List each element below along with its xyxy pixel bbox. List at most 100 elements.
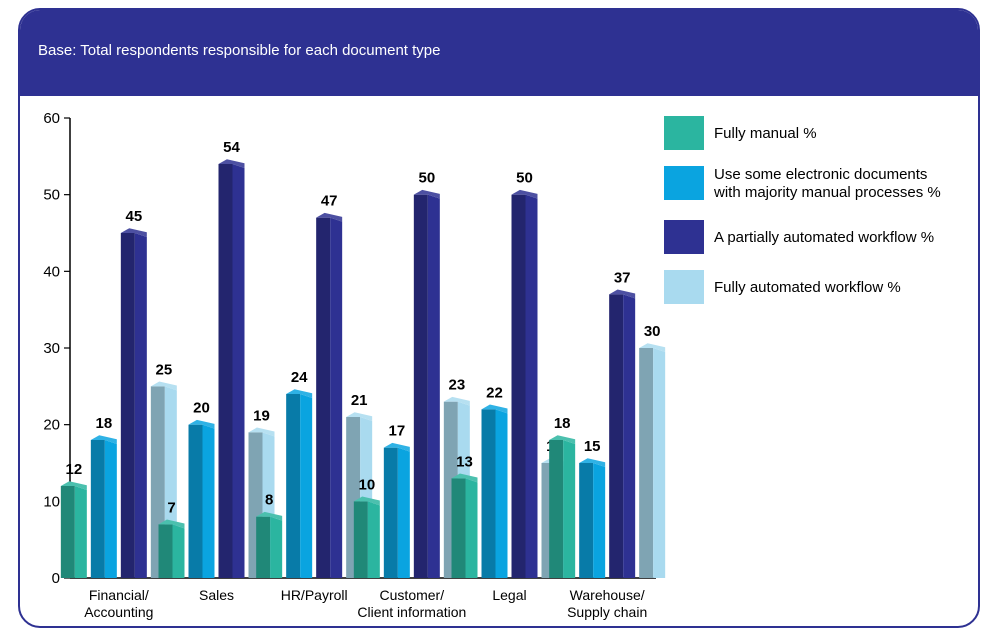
bar	[286, 389, 313, 578]
bar-front-face	[511, 194, 526, 578]
bar-value-label: 23	[448, 377, 465, 394]
bar-top-cap	[353, 496, 380, 506]
x-category-label: Financial/Accounting	[84, 587, 153, 620]
y-tick-label: 0	[52, 570, 60, 587]
bar	[218, 159, 245, 578]
bar-top-cap	[639, 343, 666, 352]
bar-side-face	[593, 463, 606, 578]
bar-front-face	[120, 233, 135, 578]
bar-top-cap	[511, 189, 538, 199]
bar-value-label: 10	[358, 476, 375, 493]
legend-swatch	[664, 270, 704, 304]
bar-value-label: 18	[554, 415, 571, 432]
bar-top-cap	[579, 458, 606, 467]
x-category-label: Warehouse/Supply chain	[567, 587, 647, 620]
bar-top-cap	[218, 159, 245, 168]
bar-side-face	[172, 524, 185, 578]
chart-subtitle: Base: Total respondents responsible for …	[38, 42, 441, 59]
bar	[451, 473, 478, 578]
legend-label: A partially automated workflow %	[714, 229, 934, 246]
bar	[188, 419, 215, 578]
bar-value-label: 54	[223, 139, 240, 156]
bar	[158, 519, 185, 578]
bar-top-cap	[481, 404, 508, 414]
bar-value-label: 37	[614, 269, 631, 286]
bar-top-cap	[609, 289, 636, 299]
bar-side-face	[300, 394, 313, 578]
bar-top-cap	[158, 519, 185, 529]
bar-value-label: 8	[265, 492, 273, 509]
bar	[256, 511, 283, 578]
bar-side-face	[134, 233, 147, 578]
bar-front-face	[316, 217, 331, 578]
bar-top-cap	[443, 396, 470, 406]
bar	[639, 343, 666, 578]
legend-item: Use some electronic documents with majori…	[664, 166, 941, 201]
bar	[511, 189, 538, 578]
bar-top-cap	[90, 435, 117, 444]
bar-front-face	[413, 194, 428, 578]
legend-swatch	[664, 166, 704, 200]
bar-front-face	[383, 447, 398, 578]
bar-value-label: 30	[644, 323, 661, 340]
y-tick-label: 30	[43, 340, 60, 357]
bar-value-label: 50	[516, 170, 533, 187]
bar-side-face	[495, 409, 508, 578]
bar-value-label: 15	[584, 438, 601, 455]
bar-side-face	[397, 447, 410, 578]
bar-front-face	[639, 348, 654, 578]
bar-front-face	[353, 501, 368, 578]
x-category-label: Sales	[199, 587, 234, 603]
legend-label: Fully manual %	[714, 125, 817, 142]
bar-side-face	[74, 486, 87, 578]
bar-side-face	[653, 348, 666, 578]
bar-side-face	[525, 194, 538, 578]
bar-value-label: 20	[193, 400, 210, 417]
bar-value-label: 47	[321, 193, 338, 210]
bar	[316, 212, 343, 578]
bar-front-face	[218, 164, 233, 578]
bar-value-label: 22	[486, 384, 503, 401]
bar-front-face	[286, 394, 301, 578]
bar-side-face	[232, 164, 245, 578]
legend-label: Use some electronic documents with majori…	[713, 166, 941, 201]
bar-top-cap	[60, 481, 87, 490]
legend-label: Fully automated workflow %	[714, 279, 901, 296]
bar	[481, 404, 508, 578]
bar-front-face	[451, 478, 466, 578]
legend-swatch	[664, 220, 704, 254]
bar-value-label: 50	[418, 170, 435, 187]
bar-side-face	[563, 440, 576, 578]
bar-front-face	[90, 440, 105, 578]
bar-value-label: 12	[65, 461, 82, 478]
bar-front-face	[158, 524, 173, 578]
bar	[579, 458, 606, 578]
bar-top-cap	[256, 511, 283, 521]
bar-top-cap	[383, 442, 410, 452]
bar-side-face	[330, 217, 343, 578]
y-tick-label: 40	[43, 263, 60, 280]
bar-top-cap	[188, 419, 215, 429]
bar-side-face	[202, 424, 215, 578]
bar-top-cap	[316, 212, 343, 222]
bar	[353, 496, 380, 578]
bar-front-face	[256, 516, 271, 578]
bar-top-cap	[413, 189, 440, 199]
legend-item: Fully automated workflow %	[664, 270, 901, 304]
bar-top-cap	[346, 412, 373, 421]
bar	[90, 435, 117, 578]
bar	[60, 481, 87, 578]
bar-front-face	[579, 463, 594, 578]
bar-top-cap	[451, 473, 478, 483]
bar-side-face	[270, 516, 283, 578]
bar-value-label: 7	[167, 499, 175, 516]
bar	[383, 442, 410, 578]
bar-value-label: 17	[388, 423, 405, 440]
bar	[609, 289, 636, 578]
bar-side-face	[367, 501, 380, 578]
bar-value-label: 25	[155, 361, 172, 378]
bar-value-label: 13	[456, 453, 473, 470]
bar-value-label: 21	[351, 392, 368, 409]
legend-item: A partially automated workflow %	[664, 220, 934, 254]
bar-front-face	[609, 294, 624, 578]
